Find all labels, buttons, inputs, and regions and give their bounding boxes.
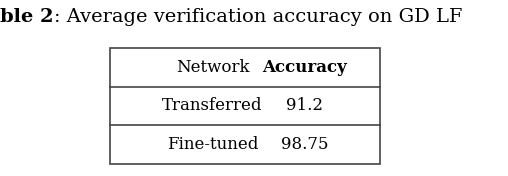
Text: Transferred: Transferred [163,98,263,115]
Text: ble 2: ble 2 [0,8,53,26]
Text: Fine-tuned: Fine-tuned [167,136,258,153]
Text: 91.2: 91.2 [286,98,323,115]
Text: Network: Network [176,59,249,76]
Text: Accuracy: Accuracy [262,59,347,76]
Text: : Average verification accuracy on GD LF: : Average verification accuracy on GD LF [53,8,462,26]
Text: 98.75: 98.75 [280,136,328,153]
